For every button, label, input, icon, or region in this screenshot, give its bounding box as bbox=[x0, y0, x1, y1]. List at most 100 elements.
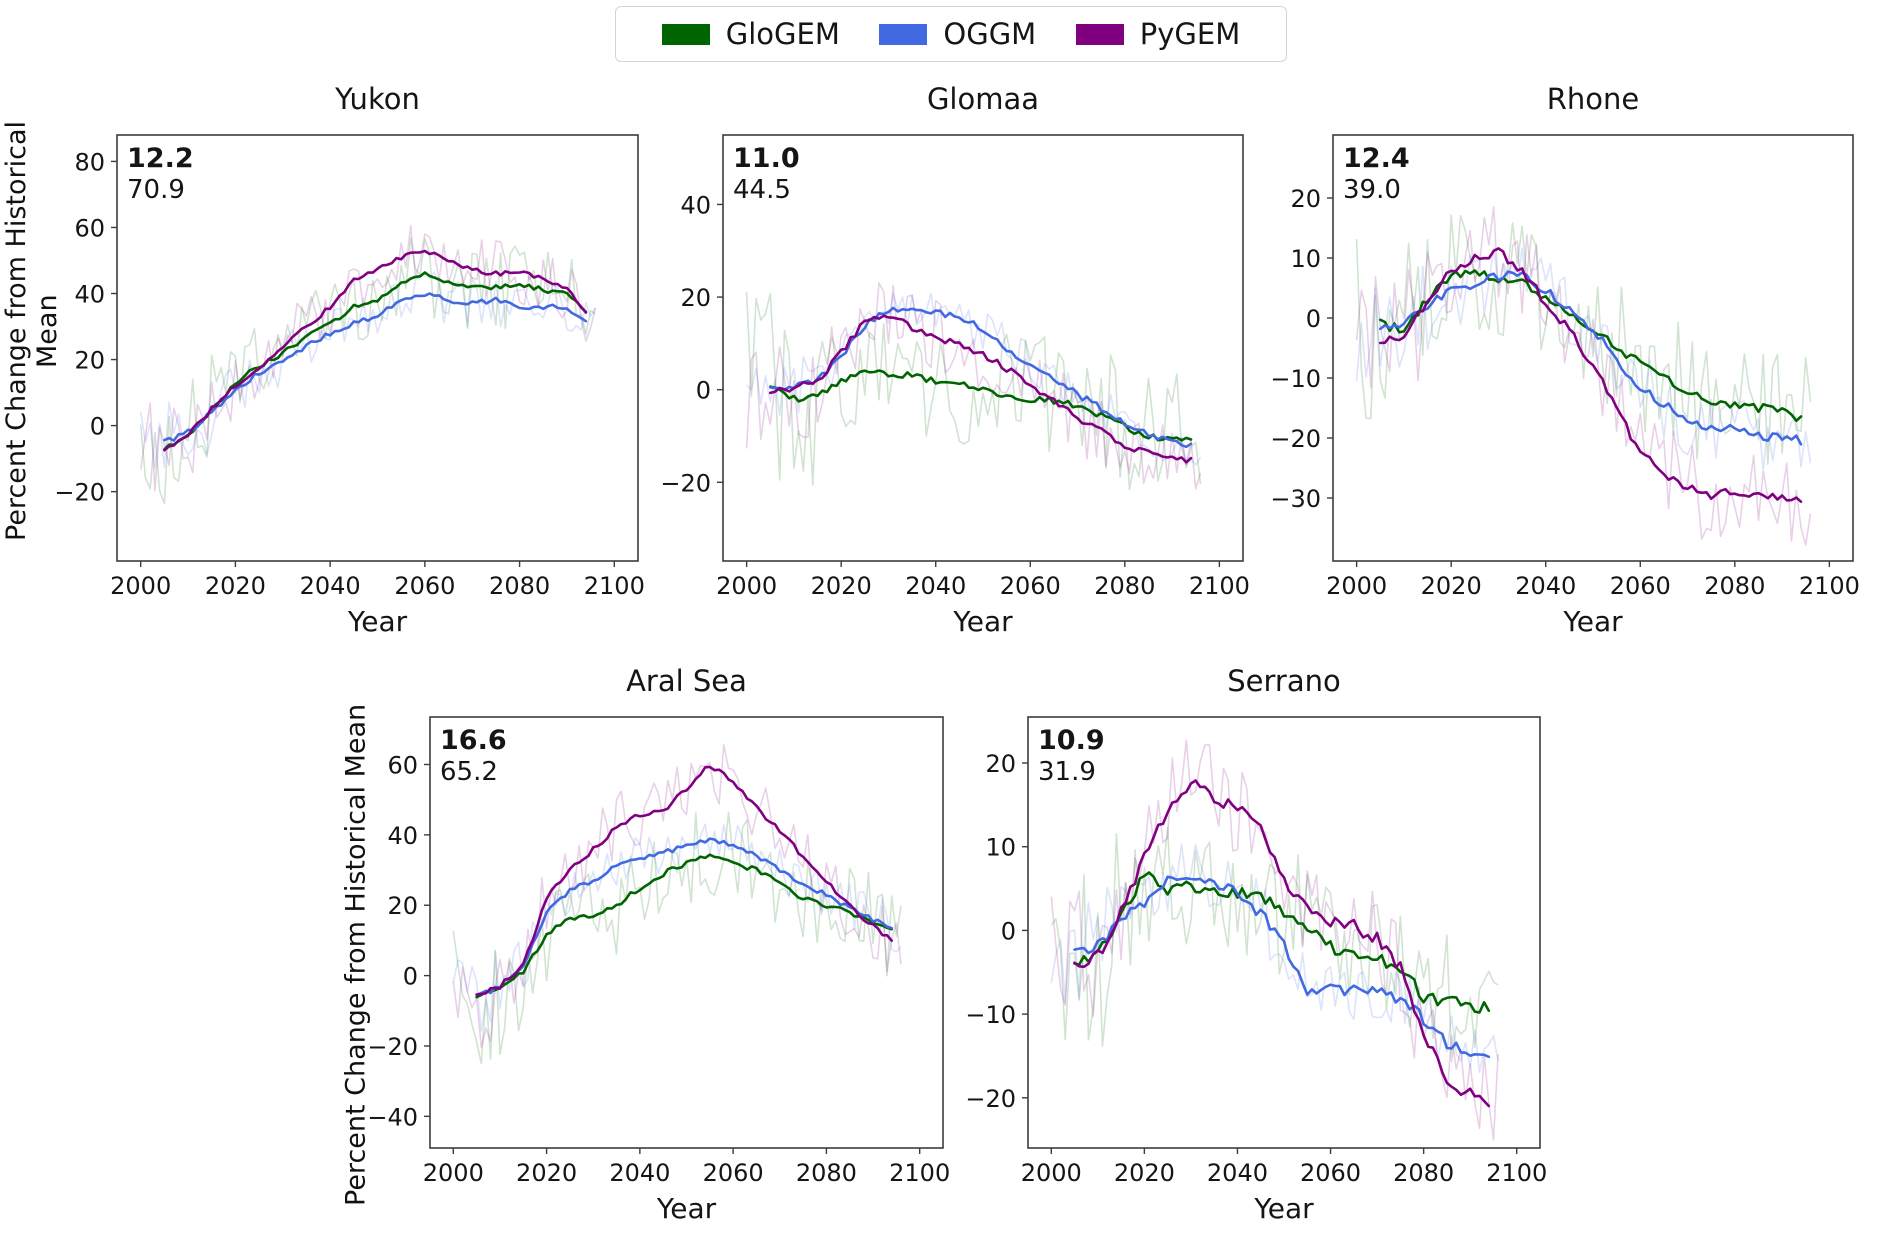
y-tick-label: −20 bbox=[660, 469, 711, 497]
x-tick-label: 2020 bbox=[811, 572, 872, 600]
x-tick-label: 2000 bbox=[1021, 1159, 1082, 1187]
legend-item-pygem: PyGEM bbox=[1075, 17, 1240, 51]
x-tick-label: 2040 bbox=[609, 1159, 670, 1187]
x-tick-label: 2020 bbox=[516, 1159, 577, 1187]
x-tick-label: 2080 bbox=[489, 572, 550, 600]
axes-frame bbox=[1027, 716, 1541, 1149]
y-tick-label: 20 bbox=[74, 347, 105, 375]
x-tick-label: 2040 bbox=[300, 572, 361, 600]
x-axis-label: Year bbox=[656, 1192, 717, 1225]
annotation-secondary: 31.9 bbox=[1038, 757, 1096, 787]
annual-line-oggm bbox=[1050, 843, 1499, 1073]
annotation-primary: 12.2 bbox=[127, 143, 194, 174]
x-tick-label: 2000 bbox=[1326, 572, 1387, 600]
annual-line-glogem bbox=[452, 811, 902, 1065]
legend-item-oggm: OGGM bbox=[879, 17, 1036, 51]
x-tick-label: 2060 bbox=[1000, 572, 1061, 600]
annual-line-pygem bbox=[452, 744, 902, 1049]
x-tick-label: 2000 bbox=[110, 572, 171, 600]
y-tick-label: −20 bbox=[1270, 425, 1321, 453]
annotation-primary: 12.4 bbox=[1343, 143, 1410, 174]
x-tick-label: 2080 bbox=[1704, 572, 1765, 600]
panel-title: Serrano bbox=[1227, 664, 1340, 698]
panel-title: Rhone bbox=[1547, 82, 1640, 116]
y-tick-label: −10 bbox=[1270, 365, 1321, 393]
annual-line-glogem bbox=[139, 237, 596, 505]
axes-frame bbox=[1332, 134, 1854, 562]
annual-line-glogem bbox=[745, 292, 1202, 491]
y-tick-label: 40 bbox=[74, 281, 105, 309]
x-tick-label: 2060 bbox=[703, 1159, 764, 1187]
x-axis-label: Year bbox=[1253, 1192, 1314, 1225]
panel-rhone: Rhone 2000 2020 2040 2060 2080 2100 −30 −20 −10 0 1… bbox=[1270, 82, 1860, 638]
x-tick-label: 2020 bbox=[205, 572, 266, 600]
series-line-glogem bbox=[769, 369, 1193, 442]
series-line-oggm bbox=[769, 306, 1193, 449]
y-tick-label: −20 bbox=[54, 479, 105, 507]
annual-line-pygem bbox=[745, 282, 1202, 490]
x-tick-label: 2040 bbox=[1515, 572, 1576, 600]
x-tick-label: 2100 bbox=[1486, 1159, 1547, 1187]
legend-item-glogem: GloGEM bbox=[661, 17, 840, 51]
legend: GloGEM OGGM PyGEM bbox=[615, 6, 1287, 62]
series-line-oggm bbox=[1073, 875, 1491, 1059]
y-tick-label: 20 bbox=[985, 750, 1016, 778]
panel-title: Yukon bbox=[334, 82, 420, 116]
annual-line-glogem bbox=[1050, 826, 1499, 1063]
y-tick-label: 60 bbox=[74, 214, 105, 242]
y-tick-label: 0 bbox=[90, 413, 105, 441]
annual-line-glogem bbox=[1355, 214, 1812, 465]
x-tick-label: 2040 bbox=[1207, 1159, 1268, 1187]
x-axis-label: Year bbox=[952, 605, 1013, 638]
annual-line-pygem bbox=[139, 224, 597, 492]
panel-title: Glomaa bbox=[927, 82, 1039, 116]
x-tick-label: 2000 bbox=[423, 1159, 484, 1187]
y-tick-label: 60 bbox=[387, 751, 418, 779]
series-line-oggm bbox=[1379, 270, 1803, 446]
series-line-glogem bbox=[475, 853, 893, 999]
x-tick-label: 2060 bbox=[394, 572, 455, 600]
y-tick-label: 20 bbox=[1290, 185, 1321, 213]
axes-frame bbox=[722, 134, 1244, 562]
x-axis-label: Year bbox=[347, 605, 408, 638]
panel-serrano: Serrano 2000 2020 2040 2060 2080 2100 −20 −10 0 10… bbox=[965, 664, 1547, 1225]
y-tick-label: −40 bbox=[367, 1103, 418, 1131]
y-tick-label: 40 bbox=[680, 191, 711, 219]
legend-label-glogem: GloGEM bbox=[725, 17, 840, 51]
y-tick-label: 10 bbox=[1290, 245, 1321, 273]
axes-frame bbox=[116, 134, 639, 562]
annotation-secondary: 65.2 bbox=[440, 757, 498, 787]
x-tick-label: 2080 bbox=[1393, 1159, 1454, 1187]
x-tick-label: 2020 bbox=[1421, 572, 1482, 600]
y-tick-label: 80 bbox=[74, 148, 105, 176]
y-tick-label: 20 bbox=[680, 284, 711, 312]
panel-title: Aral Sea bbox=[626, 664, 747, 698]
annotation-secondary: 44.5 bbox=[733, 175, 791, 205]
legend-swatch-pygem-icon bbox=[1075, 23, 1124, 45]
x-tick-label: 2100 bbox=[889, 1159, 950, 1187]
series-line-glogem bbox=[1073, 871, 1491, 1014]
series-line-oggm bbox=[163, 292, 588, 442]
annotation-primary: 10.9 bbox=[1038, 725, 1105, 756]
y-tick-label: 10 bbox=[985, 834, 1016, 862]
series-line-pygem bbox=[163, 249, 588, 452]
series-line-pygem bbox=[769, 314, 1193, 464]
annotation-primary: 11.0 bbox=[733, 143, 800, 174]
x-tick-label: 2080 bbox=[796, 1159, 857, 1187]
annotation-secondary: 39.0 bbox=[1343, 175, 1401, 205]
x-tick-label: 2000 bbox=[716, 572, 777, 600]
y-tick-label: 40 bbox=[387, 822, 418, 850]
x-tick-label: 2100 bbox=[584, 572, 645, 600]
series-line-pygem bbox=[1073, 779, 1491, 1108]
legend-swatch-glogem-icon bbox=[661, 23, 710, 45]
y-tick-label: −30 bbox=[1270, 485, 1321, 513]
annotation-primary: 16.6 bbox=[440, 725, 507, 756]
legend-swatch-oggm-icon bbox=[879, 23, 928, 45]
y-tick-label: 0 bbox=[403, 963, 418, 991]
y-tick-label: 20 bbox=[387, 892, 418, 920]
series-line-pygem bbox=[1379, 247, 1803, 503]
